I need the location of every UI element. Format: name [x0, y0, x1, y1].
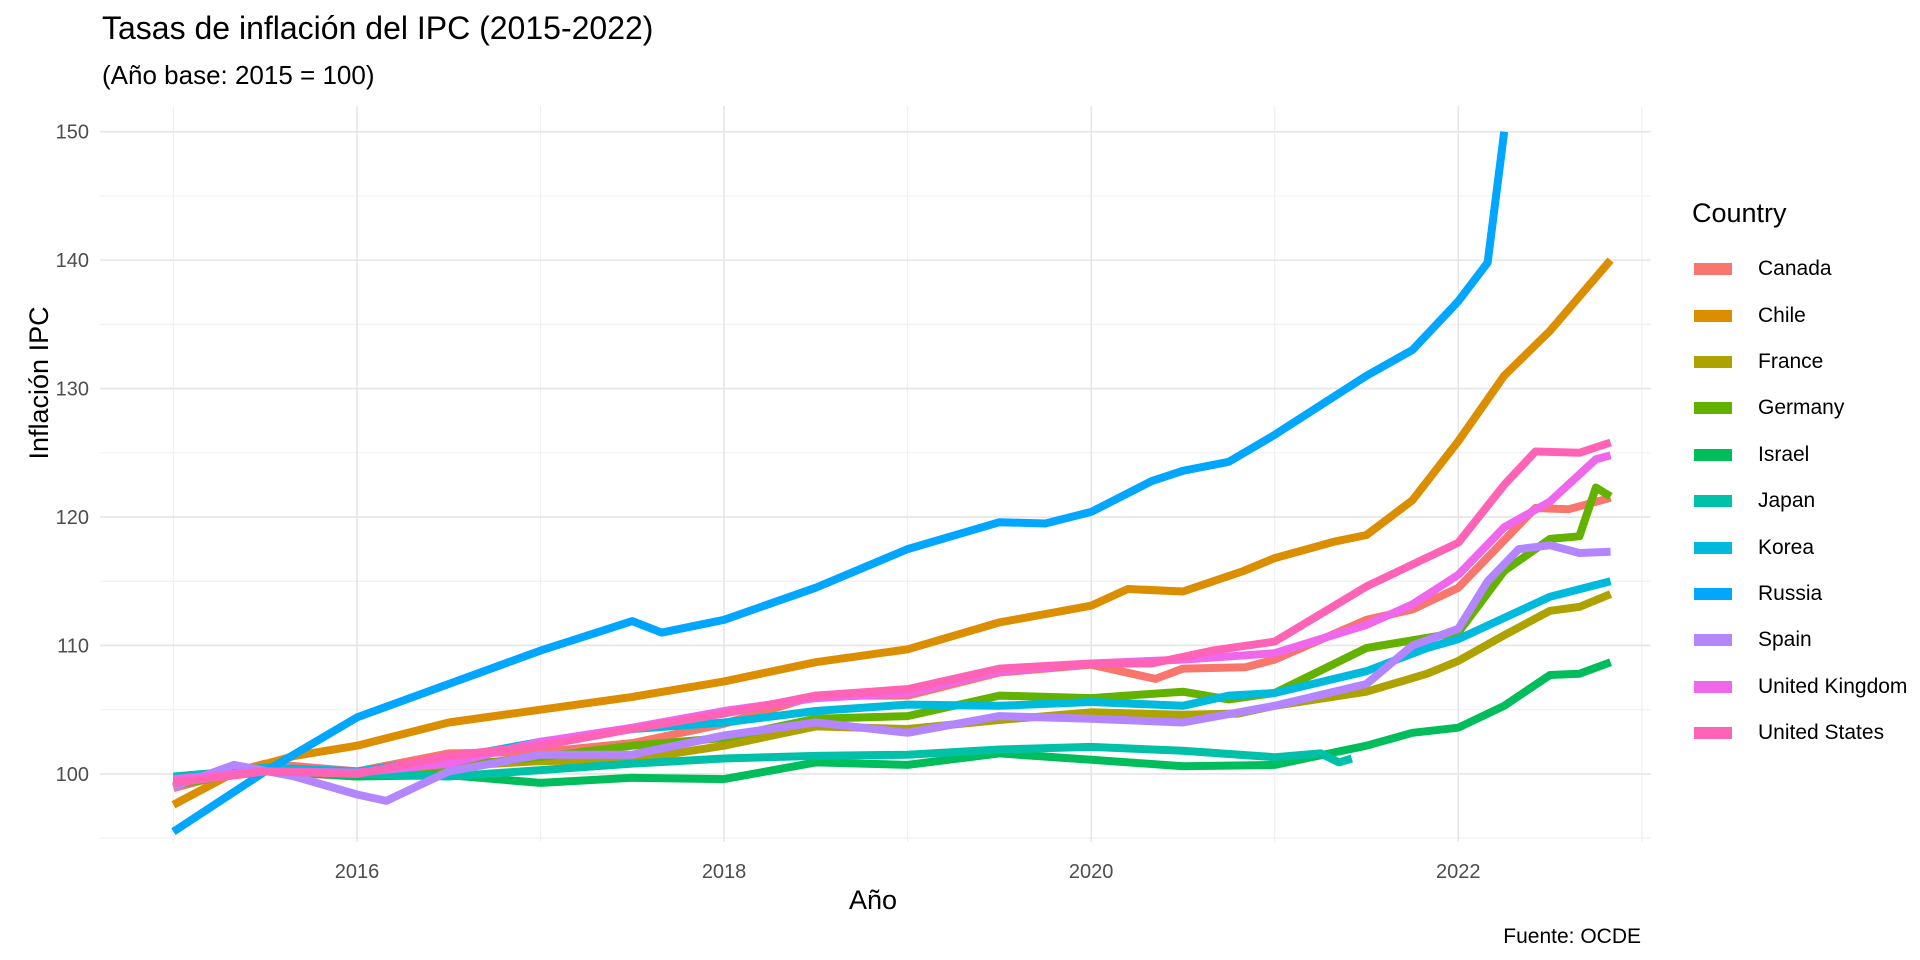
legend: Country Canada Chile France Germany Israel Ja… [1692, 198, 1907, 756]
legend-key-france [1694, 355, 1732, 368]
legend-item-germany: Germany [1692, 385, 1907, 431]
y-axis-label: Inflación IPC [24, 306, 54, 460]
legend-key-chile [1694, 309, 1732, 322]
legend-label: Israel [1758, 442, 1810, 466]
legend-key-japan [1694, 495, 1732, 508]
y-tick-label: 120 [56, 507, 89, 529]
legend-label: Canada [1758, 257, 1832, 281]
y-tick-label: 130 [56, 379, 89, 401]
legend-label: Spain [1758, 628, 1812, 652]
legend-key-korea [1694, 541, 1732, 554]
legend-items: Canada Chile France Germany Israel Japan Korea… [1692, 246, 1907, 756]
legend-key-germany [1694, 402, 1732, 415]
legend-label: Japan [1758, 489, 1816, 513]
legend-label: Korea [1758, 535, 1815, 559]
legend-item-canada: Canada [1692, 246, 1907, 292]
legend-item-japan: Japan [1692, 478, 1907, 524]
legend-title: Country [1692, 198, 1787, 228]
y-axis-label-wrap: Inflación IPC [10, 0, 54, 960]
chart-caption: Fuente: OCDE [1503, 925, 1641, 948]
legend-item-israel: Israel [1692, 432, 1907, 478]
legend-key-united-states [1694, 727, 1732, 740]
legend-item-korea: Korea [1692, 524, 1907, 570]
x-tick-label: 2018 [702, 861, 747, 883]
series-lines [171, 131, 1614, 836]
legend-label: Chile [1758, 303, 1806, 327]
legend-label: United Kingdom [1758, 674, 1908, 698]
y-tick-label: 110 [57, 635, 89, 657]
legend-label: Russia [1758, 581, 1823, 605]
y-tick-label: 100 [56, 764, 89, 786]
legend-item-spain: Spain [1692, 617, 1907, 663]
x-tick-label: 2020 [1069, 861, 1114, 883]
tick-labels: 2016 2018 2020 2022 100 110 120 130 140 150 [56, 122, 1481, 883]
legend-key-spain [1694, 634, 1732, 647]
series-line-japan [173, 742, 1353, 781]
legend-key-israel [1694, 448, 1732, 461]
legend-item-united-kingdom: United Kingdom [1692, 664, 1907, 710]
chart-title: Tasas de inflación del IPC (2015-2022) [102, 10, 654, 46]
series-line-united-states [172, 438, 1612, 787]
legend-item-chile: Chile [1692, 292, 1907, 338]
y-tick-label: 140 [56, 250, 89, 272]
legend-label: United States [1758, 721, 1885, 745]
x-tick-label: 2016 [335, 861, 380, 883]
series-line-russia [171, 131, 1509, 836]
legend-key-russia [1694, 587, 1732, 600]
legend-key-united-kingdom [1694, 680, 1732, 693]
series-line-chile [171, 257, 1614, 809]
series-line-spain [172, 541, 1611, 805]
legend-item-france: France [1692, 339, 1907, 385]
x-axis-label: Año [848, 885, 898, 915]
chart-subtitle: (Año base: 2015 = 100) [102, 60, 375, 90]
legend-label: Germany [1758, 396, 1845, 420]
legend-item-russia: Russia [1692, 571, 1907, 617]
y-tick-label: 150 [56, 122, 89, 144]
legend-key-canada [1694, 263, 1732, 276]
legend-item-united-states: United States [1692, 710, 1907, 756]
legend-label: France [1758, 349, 1824, 373]
x-tick-label: 2022 [1436, 861, 1481, 883]
